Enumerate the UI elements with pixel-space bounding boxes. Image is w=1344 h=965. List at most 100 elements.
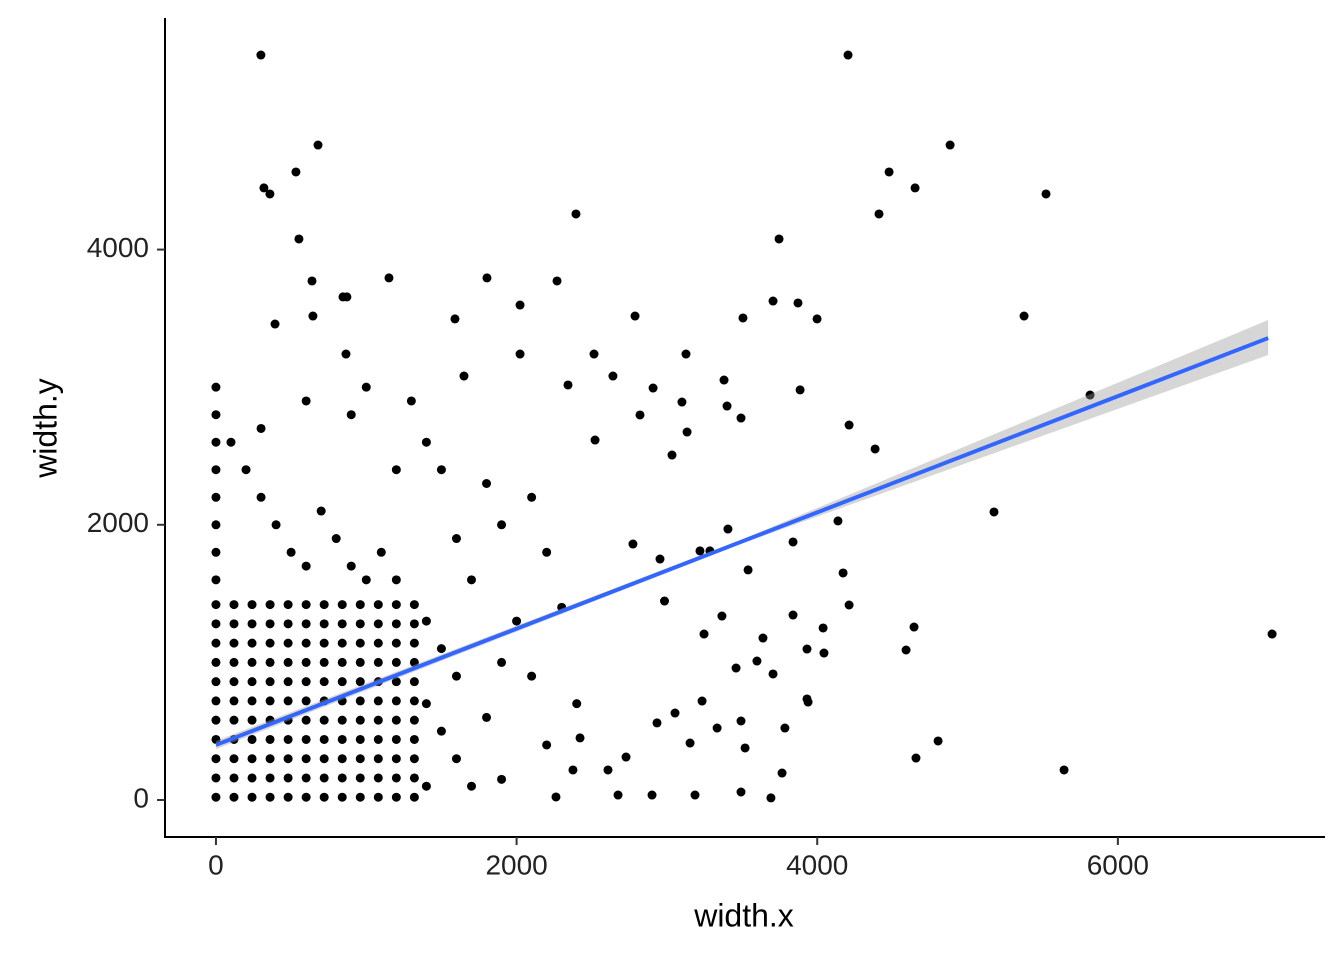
point <box>391 792 401 802</box>
point <box>247 715 257 725</box>
point <box>833 516 843 526</box>
point <box>497 520 507 530</box>
point <box>283 657 293 667</box>
point <box>436 726 446 736</box>
point <box>436 644 446 654</box>
point <box>283 792 293 802</box>
x-tick-label: 2000 <box>485 849 547 880</box>
point <box>391 696 401 706</box>
point <box>743 565 753 575</box>
point <box>319 734 329 744</box>
point <box>229 657 239 667</box>
point <box>736 716 746 726</box>
x-tick-label: 6000 <box>1087 849 1149 880</box>
point <box>409 657 419 667</box>
point <box>337 773 347 783</box>
point <box>229 638 239 648</box>
point <box>384 273 394 283</box>
point <box>391 638 401 648</box>
point <box>283 773 293 783</box>
point <box>247 638 257 648</box>
point <box>319 792 329 802</box>
point <box>421 781 431 791</box>
point <box>211 520 221 530</box>
point <box>265 600 275 610</box>
point <box>373 600 383 610</box>
point <box>337 657 347 667</box>
point <box>677 397 687 407</box>
point <box>685 738 695 748</box>
point <box>373 657 383 667</box>
point <box>265 696 275 706</box>
point <box>575 733 585 743</box>
point <box>337 619 347 629</box>
point <box>286 547 296 557</box>
point <box>712 723 722 733</box>
point <box>319 677 329 687</box>
x-tick-label: 4000 <box>786 849 848 880</box>
point <box>283 754 293 764</box>
point <box>870 444 880 454</box>
point <box>355 657 365 667</box>
point <box>911 753 921 763</box>
point <box>1041 189 1051 199</box>
point <box>740 743 750 753</box>
point <box>211 773 221 783</box>
point <box>211 600 221 610</box>
point <box>301 600 311 610</box>
point <box>373 638 383 648</box>
point <box>229 696 239 706</box>
point <box>301 773 311 783</box>
fit-line <box>215 336 1269 747</box>
point <box>497 657 507 667</box>
point <box>563 380 573 390</box>
point <box>342 292 352 302</box>
point <box>319 619 329 629</box>
x-tick-label: 0 <box>208 849 224 880</box>
point <box>752 656 762 666</box>
point <box>346 561 356 571</box>
point <box>1085 390 1095 400</box>
point <box>391 715 401 725</box>
point <box>226 437 236 447</box>
point <box>283 619 293 629</box>
point <box>229 792 239 802</box>
point <box>818 623 828 633</box>
point <box>247 657 257 667</box>
point <box>421 699 431 709</box>
point <box>265 754 275 764</box>
point <box>901 645 911 655</box>
point <box>319 754 329 764</box>
point <box>355 792 365 802</box>
point <box>291 167 301 177</box>
point <box>355 715 365 725</box>
point <box>211 638 221 648</box>
y-axis-title: width.y <box>27 378 63 479</box>
point <box>355 600 365 610</box>
point <box>736 787 746 797</box>
point <box>294 234 304 244</box>
point <box>409 638 419 648</box>
point <box>319 773 329 783</box>
point <box>337 734 347 744</box>
point <box>451 671 461 681</box>
point <box>738 313 748 323</box>
point <box>590 435 600 445</box>
point <box>409 754 419 764</box>
point <box>355 638 365 648</box>
point <box>667 450 677 460</box>
point <box>843 50 853 60</box>
point <box>211 382 221 392</box>
point <box>355 773 365 783</box>
point <box>768 669 778 679</box>
point <box>307 276 317 286</box>
point <box>589 349 599 359</box>
point <box>758 633 768 643</box>
point <box>301 677 311 687</box>
point <box>780 723 790 733</box>
point <box>515 349 525 359</box>
point <box>373 734 383 744</box>
point <box>391 754 401 764</box>
point <box>355 619 365 629</box>
